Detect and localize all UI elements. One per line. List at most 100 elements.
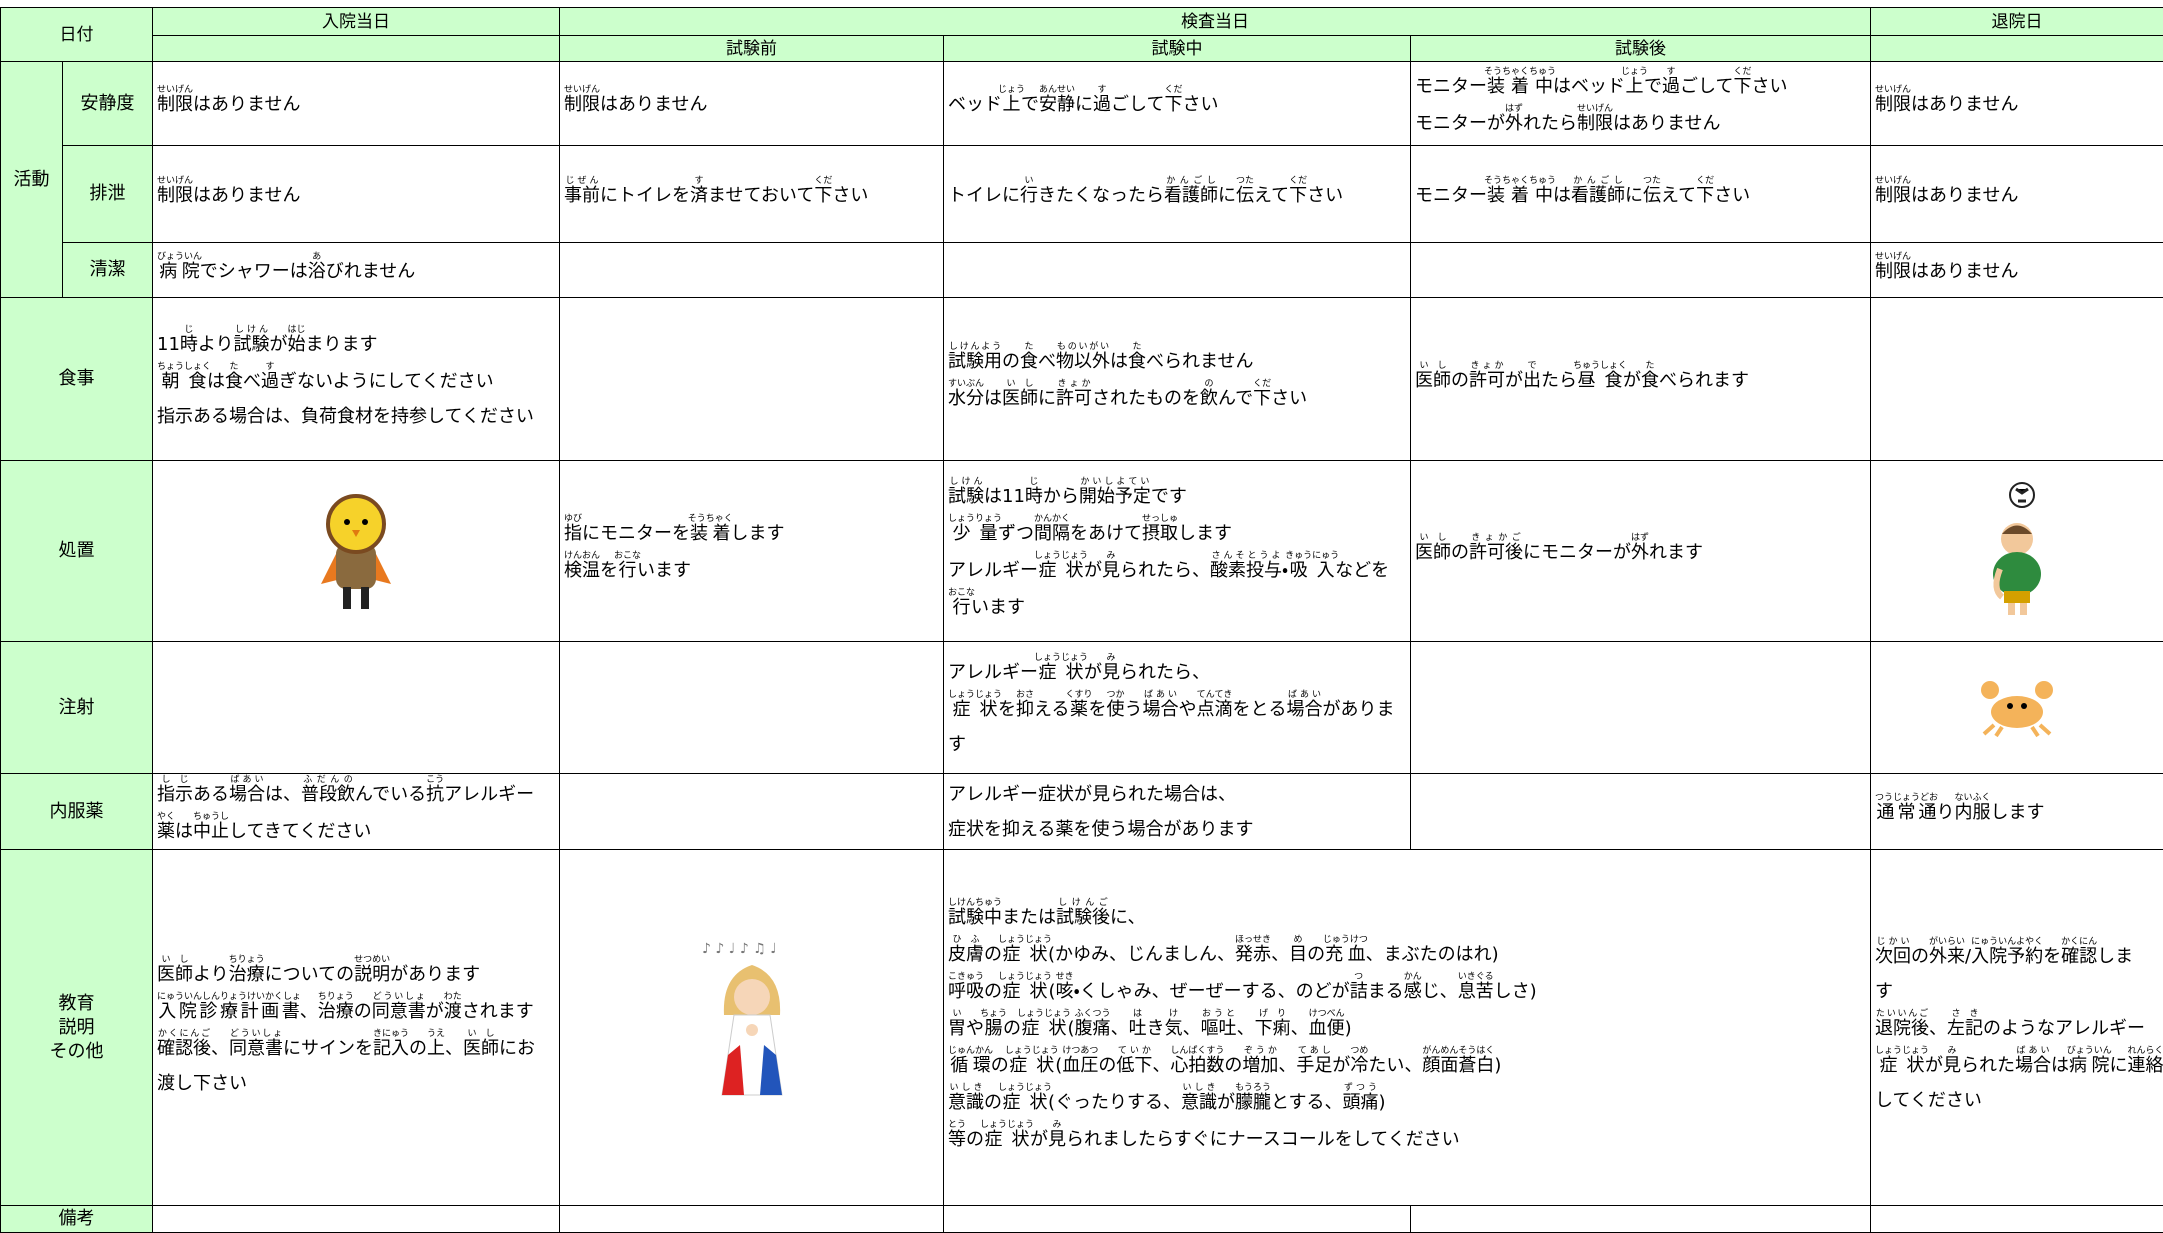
ruby-text: 見み (1943, 1055, 1961, 1076)
ruby-text: 開始予定かいしよてい (1079, 486, 1151, 507)
ruby-text: 伝つた (1643, 185, 1661, 206)
ruby-text: 事前じぜん (564, 185, 600, 206)
text: べられません (1146, 351, 1253, 372)
furigana: ないふく (1955, 793, 1991, 803)
ruby-base: 見 (1943, 1055, 1961, 1076)
ruby-text: 感かん (1404, 981, 1422, 1002)
text: を (1088, 699, 1106, 720)
furigana: つうじょうどお (1875, 793, 1938, 803)
cell: 制限せいげんはありません (560, 62, 944, 146)
furigana: けつべん (1309, 1009, 1345, 1019)
cell: 制限せいげんはありません (153, 62, 560, 146)
furigana: た (1128, 342, 1146, 352)
ruby-text: 下痢げり (1255, 1018, 1291, 1039)
furigana: がいらい (1929, 937, 1965, 947)
text: に、 (1110, 907, 1145, 928)
ruby-base: 呼吸 (948, 981, 984, 1002)
furigana: い (948, 1009, 966, 1019)
text: はありません (1911, 261, 2018, 282)
ruby-text: 制限せいげん (157, 185, 193, 206)
clinical-path-table: 日付入院当日検査当日退院日試験前試験中試験後活動安静度制限せいげんはありません制… (0, 7, 2163, 1233)
ruby-text: 外来がいらい (1929, 946, 1965, 967)
ruby-text: 症状しょうじょう (984, 1129, 1030, 1150)
header-row: 試験前試験中試験後 (1, 36, 2163, 62)
furigana: いし (1415, 533, 1451, 543)
text: は、 (265, 784, 301, 805)
ruby-base: 低下 (1116, 1055, 1152, 1076)
text: しま (2097, 946, 2133, 967)
ruby-text: 医師いし (1415, 542, 1451, 563)
ruby-text: 看護師かんごし (1571, 185, 1625, 206)
ruby-text: 指示しじ (157, 784, 193, 805)
ruby-base: 嘔吐 (1201, 1018, 1237, 1039)
ruby-base: 場合 (1142, 699, 1178, 720)
ruby-base: 通常通 (1875, 802, 1938, 823)
text: り (1937, 802, 1955, 823)
ruby-text: 装着中そうちゃくちゅう (1487, 185, 1553, 206)
ruby-text: 過す (261, 371, 279, 392)
ruby-text: 低下ていか (1116, 1055, 1152, 1076)
ruby-base: 下 (1733, 76, 1751, 97)
ruby-base: 医師 (463, 1038, 499, 1059)
text: れます (1649, 542, 1703, 563)
furigana: はじ (288, 325, 306, 335)
cell (1411, 774, 1871, 850)
ruby-base: 医師 (1415, 542, 1451, 563)
furigana: つか (1106, 690, 1124, 700)
text: びれません (326, 261, 415, 282)
ruby-base: 息苦 (1458, 981, 1494, 1002)
ruby-text: 上じょう (1002, 94, 1021, 115)
row: 排泄制限せいげんはありません事前じぜんにトイレを済すませておいて下くださいトイレ… (1, 146, 2163, 243)
ruby-base: 開始予定 (1079, 486, 1151, 507)
header-cell: 入院当日 (153, 8, 560, 36)
text: の (1098, 1055, 1116, 1076)
text-line: 薬やくは中止ちゅうししてきてください (157, 812, 555, 849)
ruby-base: 下 (1164, 94, 1182, 115)
cell: 制限せいげんはありません (1871, 62, 2163, 146)
furigana: きょか (1056, 379, 1092, 389)
cell (560, 1206, 944, 1233)
text: や (1178, 699, 1196, 720)
text-line: 胃いや腸ちょうの症状しょうじょう(腹痛ふくつう、吐はき気け、嘔吐おうと、下痢げり… (948, 1009, 1866, 1046)
text: が (1505, 370, 1523, 391)
cell: 制限せいげんはありません (1871, 243, 2163, 298)
ruby-base: 医師 (1002, 388, 1038, 409)
ruby-text: 循環じゅんかん (948, 1055, 991, 1076)
furigana: ていか (1116, 1046, 1152, 1056)
cell: モニター装着中そうちゃくちゅうは看護師かんごしに伝つたえて下ください (1411, 146, 1871, 243)
ruby-base: 事前 (564, 185, 600, 206)
furigana: ちゅうしょく (1573, 361, 1627, 371)
ruby-base: 次回 (1875, 946, 1911, 967)
text: ませておいて (708, 185, 814, 206)
furigana: み (1102, 551, 1120, 561)
ruby-base: 下痢 (1255, 1018, 1291, 1039)
text: に (1625, 185, 1643, 206)
cell: トイレに行いきたくなったら看護師かんごしに伝つたえて下ください (944, 146, 1411, 243)
ruby-base: 昼食 (1573, 370, 1627, 391)
furigana: せいげん (1875, 176, 1911, 186)
text: さい (1751, 76, 1787, 97)
text: ずつ (998, 523, 1034, 544)
text-line: 試験用しけんようの食たべ物以外ものいがいは食たべられません (948, 342, 1406, 379)
ruby-base: 時 (180, 334, 198, 355)
text: はありません (1613, 113, 1720, 134)
ruby-text: 症状しょうじょう (1002, 944, 1048, 965)
ruby-base: 下 (1253, 388, 1271, 409)
ruby-text: 試験用しけんよう (948, 351, 1002, 372)
ruby-text: 行おこな (948, 597, 971, 618)
ruby-base: 朝食 (157, 371, 211, 392)
text: はありません (1911, 185, 2018, 206)
furigana: つた (1643, 176, 1661, 186)
text-line: 制限せいげんはありません (1875, 176, 2159, 213)
ruby-base: 伝 (1643, 185, 1661, 206)
text-line: 水分すいぶんは医師いしに許可きょかされたものを飲のんで下ください (948, 379, 1406, 416)
text: はありません (1911, 94, 2018, 115)
text: 、 (1111, 1018, 1129, 1039)
cell (944, 243, 1411, 298)
furigana: せいげん (157, 85, 193, 95)
furigana: いきぐる (1458, 972, 1494, 982)
ruby-text: 行い (1020, 185, 1038, 206)
furigana: ものいがい (1056, 342, 1110, 352)
ruby-base: 指示 (157, 784, 193, 805)
text: が (270, 334, 288, 355)
